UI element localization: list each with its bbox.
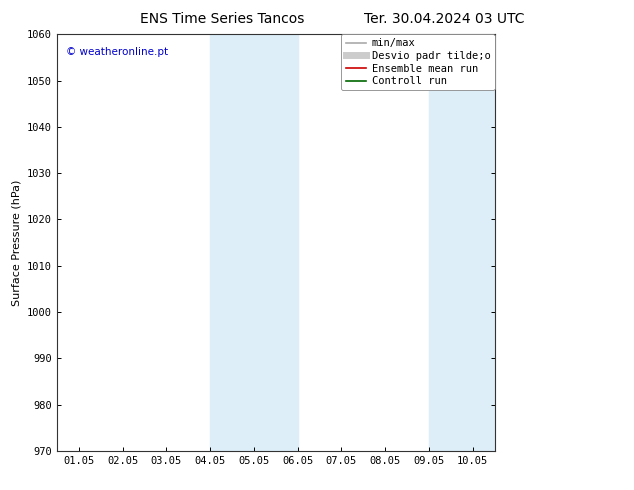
Text: Ter. 30.04.2024 03 UTC: Ter. 30.04.2024 03 UTC (363, 12, 524, 26)
Text: © weatheronline.pt: © weatheronline.pt (66, 47, 168, 57)
Bar (429, 34, 495, 451)
Bar (210, 34, 298, 451)
Legend: min/max, Desvio padr tilde;o, Ensemble mean run, Controll run: min/max, Desvio padr tilde;o, Ensemble m… (341, 34, 495, 91)
Y-axis label: Surface Pressure (hPa): Surface Pressure (hPa) (11, 179, 22, 306)
Text: ENS Time Series Tancos: ENS Time Series Tancos (139, 12, 304, 26)
